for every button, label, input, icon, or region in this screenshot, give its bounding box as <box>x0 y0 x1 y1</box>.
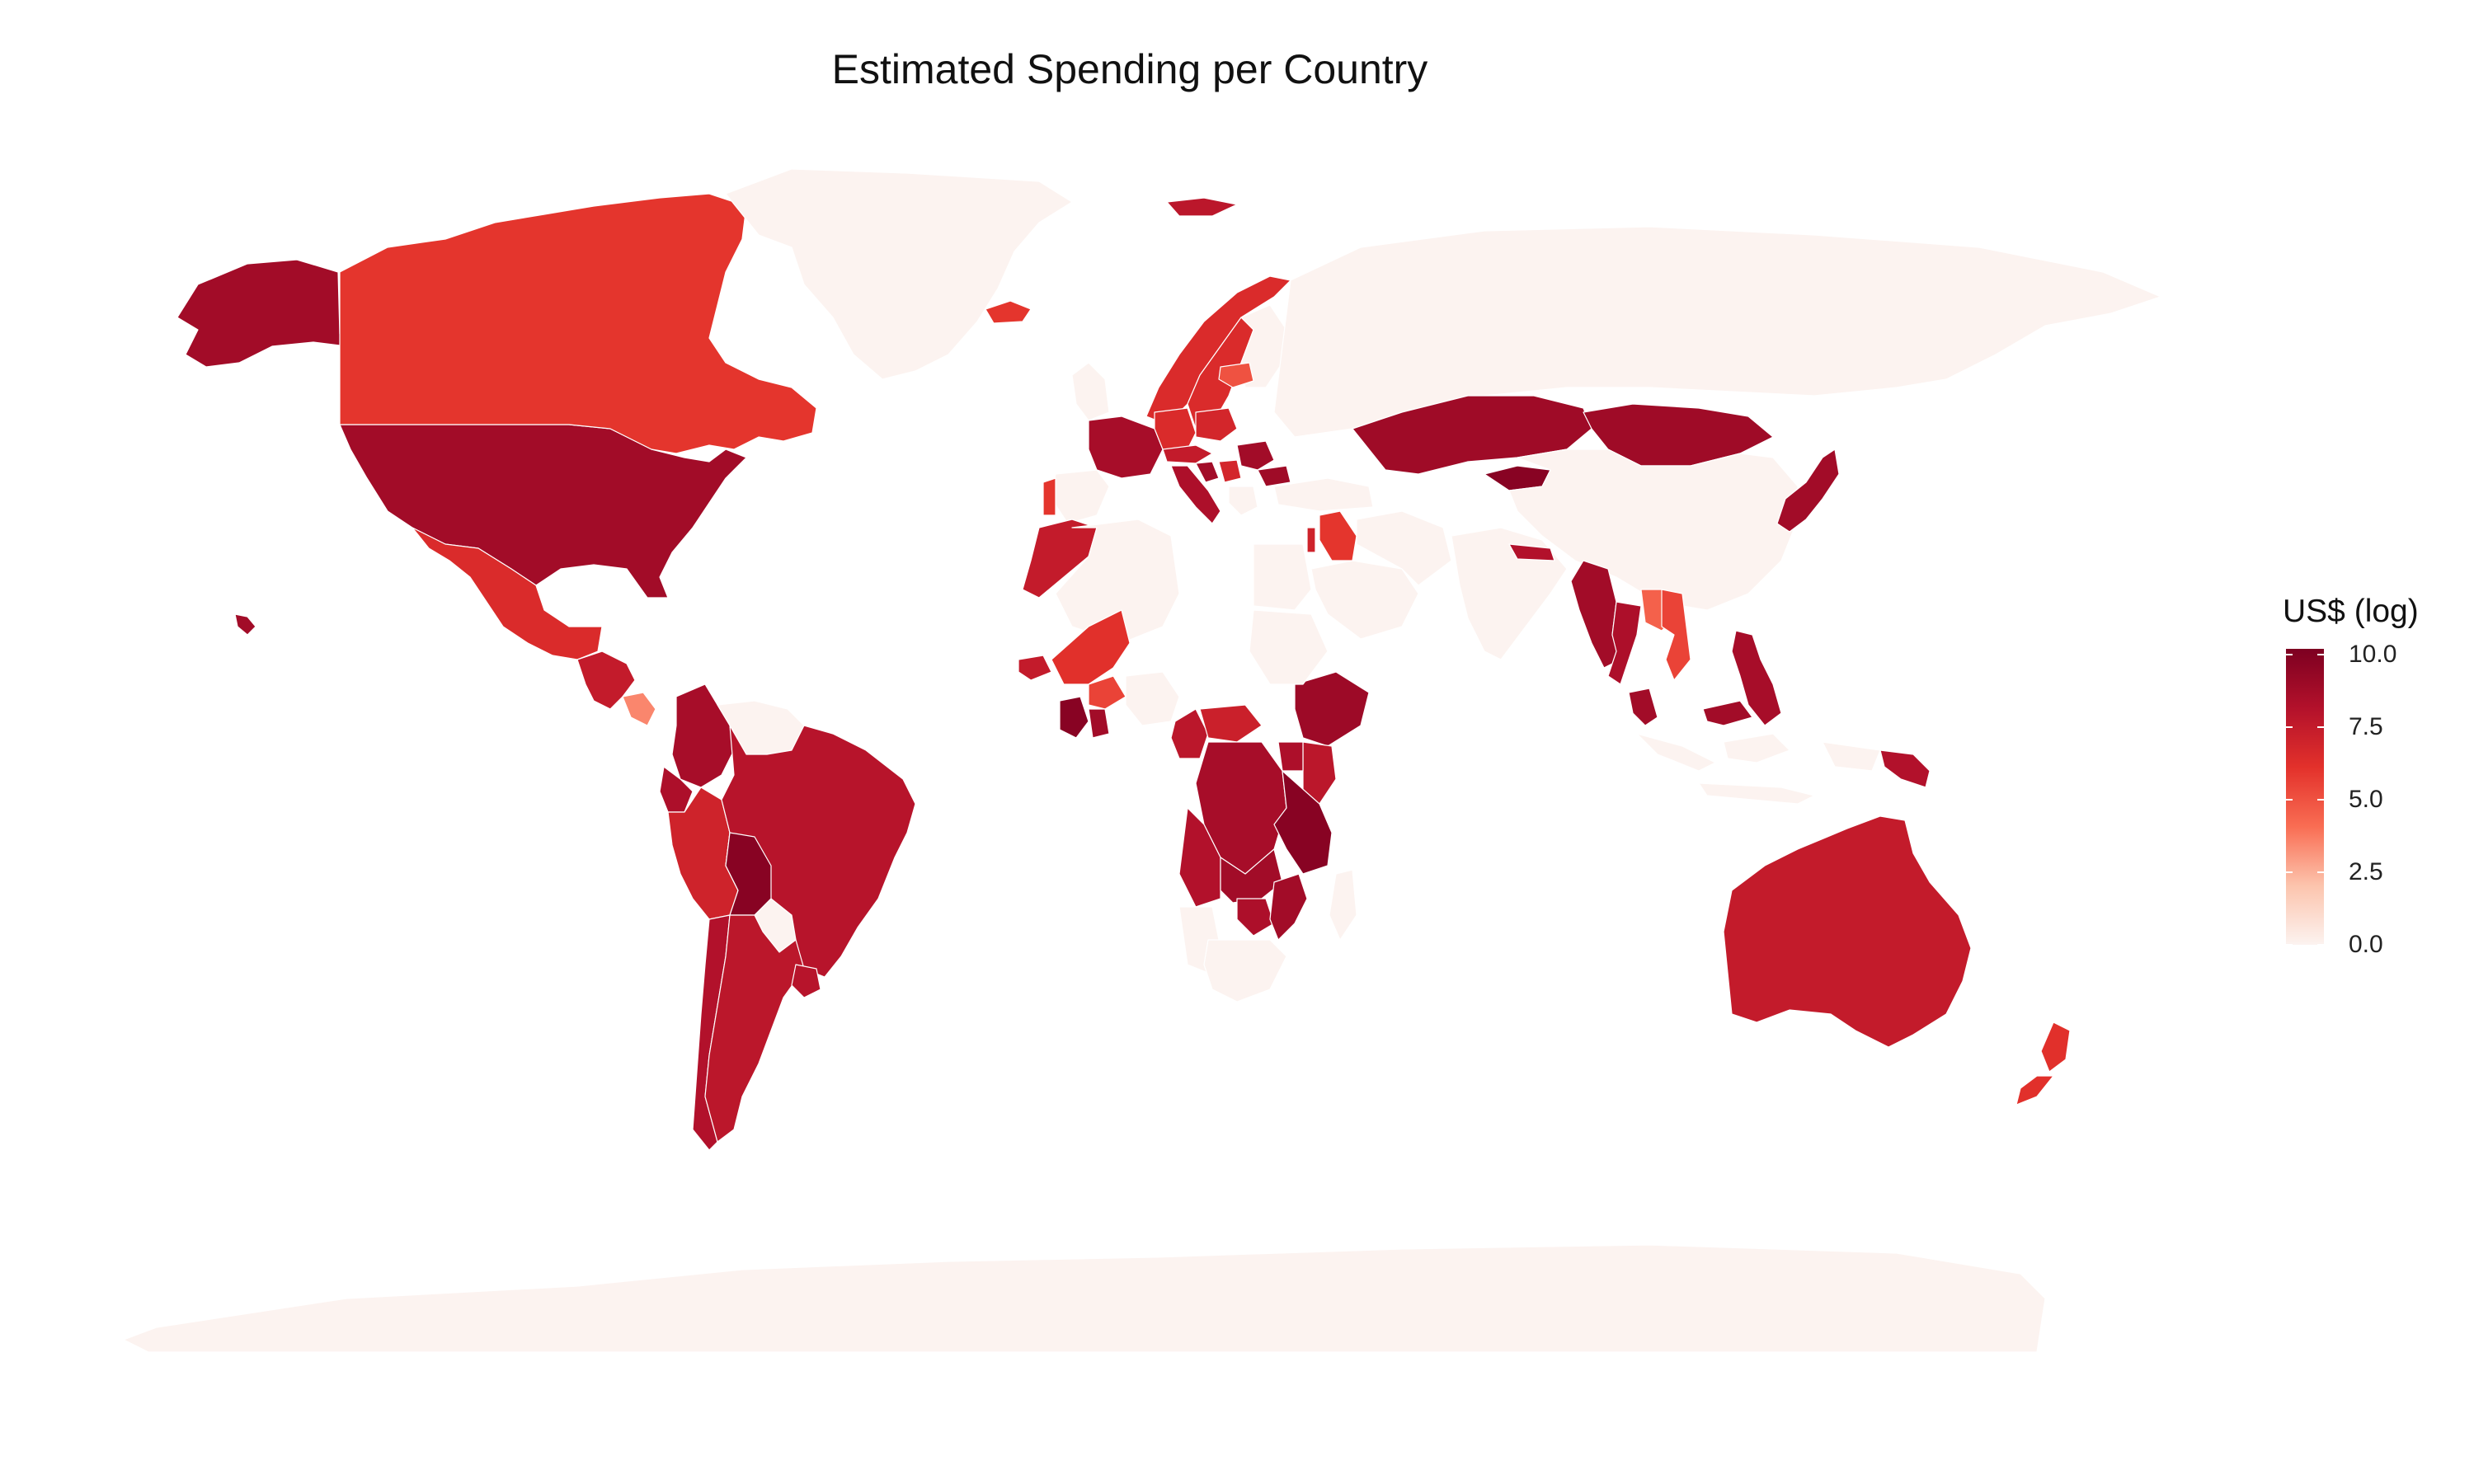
region-senegal: Senegal <box>1018 655 1052 681</box>
region-zimbabwe: Zimbabwe <box>1236 898 1275 937</box>
legend-title: US$ (log) <box>2283 594 2419 629</box>
region-south-africa: South Africa <box>1203 939 1287 1003</box>
region-burkina-faso: Burkina Faso <box>1088 675 1126 710</box>
region-china: China <box>1508 448 1799 611</box>
region-italy: Italy <box>1170 465 1221 524</box>
region-ethiopia: Ethiopia <box>1294 671 1370 747</box>
legend-tick-mark <box>2317 726 2324 729</box>
region-turkey: Turkey <box>1273 477 1374 512</box>
region-kenya: Kenya <box>1302 741 1337 805</box>
region-ghana: Ghana <box>1088 708 1110 739</box>
region-australia: Australia <box>1723 815 1972 1048</box>
region-finland: Finland <box>1240 304 1287 388</box>
region-spain: Spain <box>1051 469 1110 524</box>
region-romania: Romania <box>1236 440 1275 471</box>
region-antarctica: Antarctica <box>123 1244 2046 1353</box>
legend-tick-mark <box>2317 799 2324 801</box>
legend-tick-label: 10.0 <box>2349 641 2397 669</box>
region-central-african-rep: Central African Rep. <box>1199 704 1263 743</box>
region-greenland: Greenland <box>725 168 1073 380</box>
region-croatia: Croatia <box>1195 461 1220 483</box>
region-egypt: Egypt <box>1253 543 1312 611</box>
legend-tick-mark <box>2317 654 2324 656</box>
region-papua-new-guinea: Papua New Guinea <box>1879 749 1931 788</box>
region-thailand: Thailand <box>1607 601 1642 685</box>
region-saudi-arabia: Saudi Arabia <box>1310 560 1419 640</box>
region-united-kingdom: United Kingdom <box>1071 362 1110 421</box>
region-poland: Poland <box>1195 407 1238 442</box>
region-new-zealand: New Zealand <box>2015 1021 2071 1106</box>
region-uganda: Uganda <box>1277 741 1304 772</box>
region-svalbard: Svalbard <box>1166 197 1238 217</box>
legend-tick-mark <box>2317 871 2324 873</box>
region-germany: Germany <box>1154 407 1197 450</box>
color-legend: US$ (log) 10.0 7.5 5.0 2.5 0.0 <box>2283 594 2464 973</box>
legend-tick-mark <box>2317 944 2324 946</box>
region-israel: Israel <box>1306 527 1316 553</box>
region-morocco: Morocco <box>1022 519 1098 599</box>
region-vietnam: Vietnam <box>1661 589 1691 681</box>
region-myanmar: Myanmar <box>1570 560 1621 669</box>
region-philippines: Philippines <box>1731 630 1782 726</box>
region-iraq: Iraq <box>1319 510 1357 561</box>
region-iceland: Iceland <box>985 300 1032 324</box>
region-canada: Canada <box>339 193 817 454</box>
legend-tick-mark <box>2286 654 2293 656</box>
legend-tick-mark <box>2286 944 2293 946</box>
region-costa-rica: Costa Rica <box>622 692 656 726</box>
legend-tick-mark <box>2286 799 2293 801</box>
region-hawaii: Hawaii <box>234 613 256 636</box>
region-cameroon: Cameroon <box>1170 708 1209 759</box>
map-title: Estimated Spending per Country <box>831 46 1428 92</box>
region-india: India <box>1451 527 1568 660</box>
region-uruguay: Uruguay <box>791 964 821 998</box>
world-map: United StatesAlaskaCanadaMexicoCentral A… <box>123 168 2161 1353</box>
legend-tick-label: 7.5 <box>2349 713 2383 741</box>
region-latvia: Latvia <box>1218 362 1254 388</box>
region-nepal: Nepal <box>1508 543 1555 561</box>
region-greece: Greece <box>1228 486 1258 516</box>
legend-tick-label: 2.5 <box>2349 858 2383 885</box>
legend-tick-mark <box>2286 871 2293 873</box>
legend-tick-mark <box>2286 726 2293 729</box>
region-tanzania: Tanzania <box>1273 770 1333 875</box>
region-mexico: Mexico <box>412 527 603 660</box>
region-sudan: Sudan <box>1249 609 1329 685</box>
region-cote-d-ivoire: Cote d'Ivoire <box>1059 696 1089 739</box>
region-france: France <box>1088 416 1164 479</box>
region-argentina: Argentina <box>704 914 805 1143</box>
region-russia: Russia <box>1273 226 2161 438</box>
region-mali: Mali <box>1051 609 1131 685</box>
region-alaska: Alaska <box>176 259 347 368</box>
region-austria: Austria <box>1162 444 1213 464</box>
legend-tick-label: 0.0 <box>2349 931 2383 958</box>
region-colombia: Colombia <box>671 683 735 788</box>
region-bulgaria: Bulgaria <box>1257 465 1291 487</box>
region-iran: Iran <box>1356 510 1452 586</box>
legend-tick-label: 5.0 <box>2349 786 2383 814</box>
region-serbia: Serbia <box>1218 459 1242 483</box>
region-indonesia: Indonesia <box>1636 733 1881 805</box>
region-nigeria: Nigeria <box>1125 671 1180 726</box>
legend-colorbar <box>2286 649 2324 945</box>
region-mozambique: Mozambique <box>1269 873 1308 941</box>
region-malaysia: Malaysia <box>1628 688 1753 726</box>
region-portugal: Portugal <box>1042 477 1056 516</box>
region-angola: Angola <box>1178 807 1221 908</box>
region-japan: Japan <box>1776 448 1840 533</box>
region-zambia: Zambia <box>1220 848 1283 904</box>
region-madagascar: Madagascar <box>1329 869 1357 941</box>
